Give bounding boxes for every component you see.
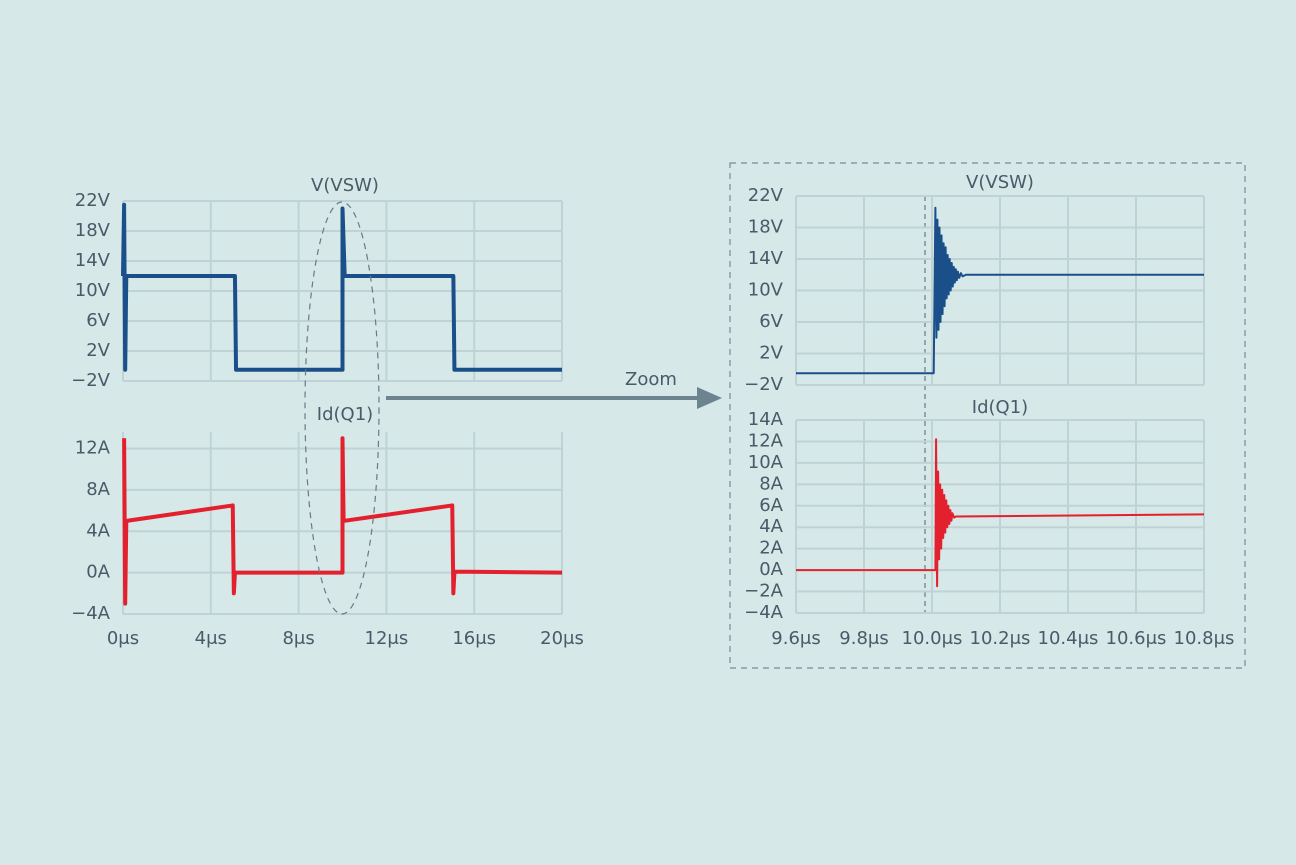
y-tick-label: 12A [748,430,784,451]
x-tick-label: 8μs [282,628,314,649]
x-tick-label: 9.8μs [839,628,888,649]
x-tick-label: 20μs [540,628,584,649]
y-tick-label: 2V [759,343,783,364]
y-tick-label: 6V [759,311,783,332]
x-tick-label: 10.4μs [1038,628,1099,649]
y-tick-label: 14V [748,248,784,269]
y-tick-label: 8A [86,479,110,500]
chart-title: V(VSW) [311,175,379,196]
y-tick-label: 6V [86,310,110,331]
y-tick-label: −4A [71,603,111,624]
y-tick-label: 2A [759,538,783,559]
y-tick-label: −2V [744,374,784,395]
y-tick-label: 4A [86,520,110,541]
x-tick-label: 0μs [107,628,139,649]
x-tick-label: 10.8μs [1174,628,1235,649]
y-tick-label: 6A [759,495,783,516]
y-tick-label: −4A [744,602,784,623]
x-tick-label: 9.6μs [771,628,820,649]
y-tick-label: 8A [759,473,783,494]
y-tick-label: 18V [748,217,784,238]
y-tick-label: 12A [75,438,111,459]
x-tick-label: 4μs [195,628,227,649]
chart-title: Id(Q1) [972,397,1028,418]
y-tick-label: 14V [75,250,111,271]
y-tick-label: 10A [748,452,784,473]
x-tick-label: 16μs [452,628,496,649]
zoom-region [304,201,380,615]
y-tick-label: 0A [86,562,110,583]
chart-title: Id(Q1) [317,404,373,425]
zoom-frame [729,162,1246,669]
x-tick-label: 12μs [365,628,409,649]
y-tick-label: −2A [744,581,784,602]
waveform [796,206,1204,375]
waveform [796,438,1205,588]
x-tick-label: 10.2μs [970,628,1031,649]
waveform [121,202,562,372]
y-tick-label: 0A [759,559,783,580]
zoom-label: Zoom [625,369,677,390]
y-tick-label: 14A [748,409,784,430]
y-tick-label: 22V [748,185,784,206]
x-tick-label: 10.6μs [1106,628,1167,649]
y-tick-label: −2V [71,370,111,391]
y-tick-label: 18V [75,220,111,241]
zoom-arrowhead [697,387,722,409]
y-tick-label: 2V [86,340,110,361]
chart-title: V(VSW) [966,172,1034,193]
y-tick-label: 4A [759,516,783,537]
y-tick-label: 22V [75,190,111,211]
x-tick-label: 10.0μs [902,628,963,649]
waveform [122,436,563,606]
y-tick-label: 10V [748,280,784,301]
y-tick-label: 10V [75,280,111,301]
charts: −2V 2V 6V 10V 14V 18V 22V V(VSW) −4A 0A 4A 8A 12A 0μs… [71,172,1234,649]
